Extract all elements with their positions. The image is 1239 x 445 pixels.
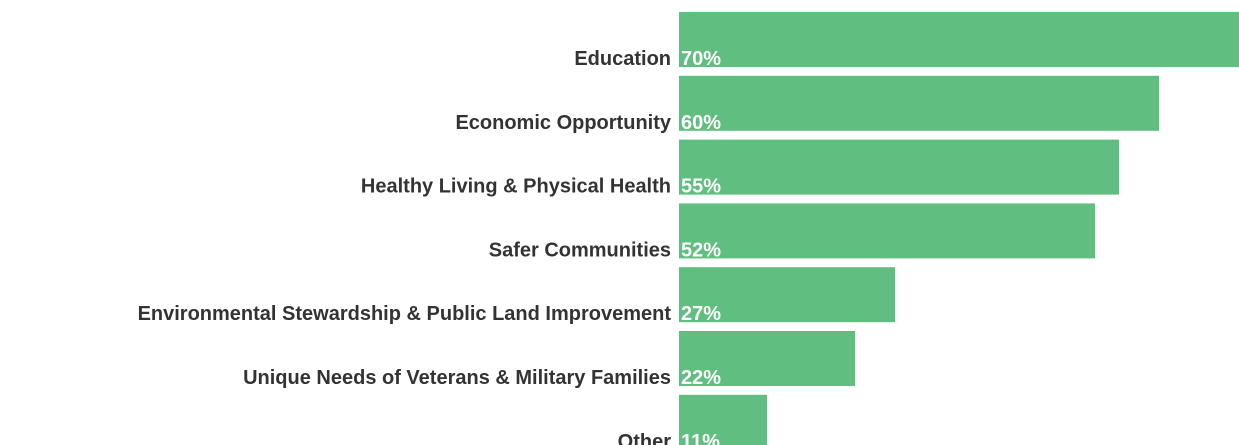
bar — [679, 75, 1159, 131]
category-label: Safer Communities — [489, 239, 671, 261]
value-label: 11% — [681, 431, 720, 445]
value-label: 55% — [681, 176, 721, 198]
value-label: 60% — [681, 112, 721, 134]
bar — [679, 331, 855, 386]
category-label: Education — [574, 48, 671, 70]
category-label: Economic Opportunity — [455, 112, 671, 134]
category-label: Environmental Stewardship & Public Land … — [138, 303, 672, 325]
value-label: 27% — [681, 303, 721, 325]
category-label: Healthy Living & Physical Health — [361, 176, 671, 198]
value-label: 52% — [681, 239, 721, 261]
bar — [679, 394, 767, 445]
bar — [679, 139, 1119, 195]
category-label: Unique Needs of Veterans & Military Fami… — [243, 367, 671, 389]
bar — [679, 203, 1095, 259]
value-label: 22% — [681, 367, 721, 389]
bar — [679, 12, 1239, 67]
category-label: Other — [618, 431, 672, 445]
value-label: 70% — [681, 48, 721, 70]
bar — [679, 267, 895, 323]
